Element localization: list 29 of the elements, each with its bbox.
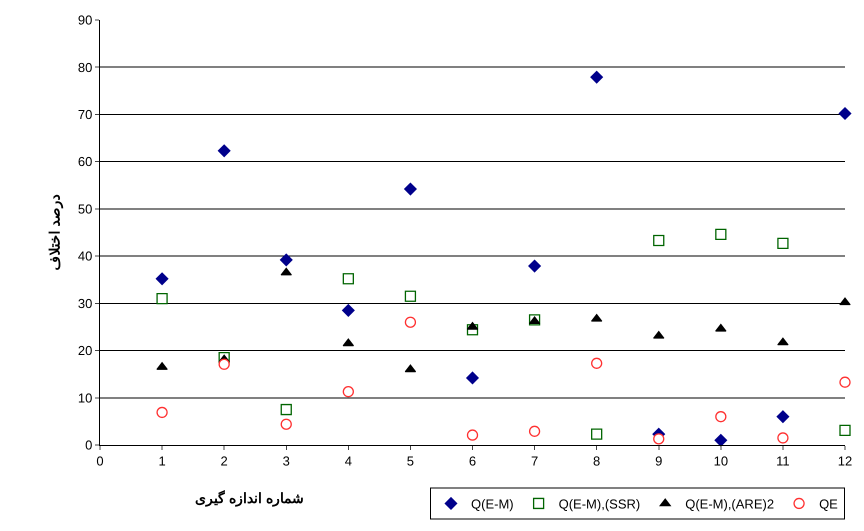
y-tick-label: 50: [78, 201, 92, 216]
y-tick-label: 80: [78, 60, 92, 75]
x-tick-label: 1: [158, 454, 166, 469]
y-tick-label: 70: [78, 106, 92, 122]
x-tick-label: 6: [468, 454, 476, 469]
x-tick-label: 11: [776, 454, 790, 469]
legend-label: Q(E-M),(ARE)2: [685, 496, 774, 512]
x-tick-label: 0: [96, 454, 104, 469]
y-tick-label: 90: [78, 12, 92, 28]
y-tick-label: 20: [78, 343, 92, 358]
y-axis-title: درصد اختلاف: [46, 194, 64, 270]
x-tick-label: 8: [593, 454, 600, 469]
y-tick-label: 30: [78, 296, 92, 311]
legend-label: Q(E-M): [471, 496, 514, 512]
x-tick-label: 9: [655, 454, 662, 469]
y-tick-label: 0: [85, 438, 92, 453]
x-tick-label: 2: [220, 454, 228, 469]
x-tick-label: 4: [344, 454, 352, 469]
legend-label: Q(E-M),(SSR): [558, 496, 640, 512]
x-tick-label: 12: [838, 454, 852, 469]
y-tick-label: 40: [78, 248, 92, 264]
x-tick-label: 10: [714, 454, 728, 469]
legend-label: QE: [819, 496, 838, 512]
x-tick-label: 7: [530, 454, 538, 469]
x-axis-title: شماره اندازه گیری: [195, 490, 304, 507]
y-tick-label: 60: [78, 154, 92, 170]
y-tick-label: 10: [78, 390, 92, 406]
x-tick-label: 5: [406, 454, 414, 469]
x-tick-label: 3: [282, 454, 290, 469]
